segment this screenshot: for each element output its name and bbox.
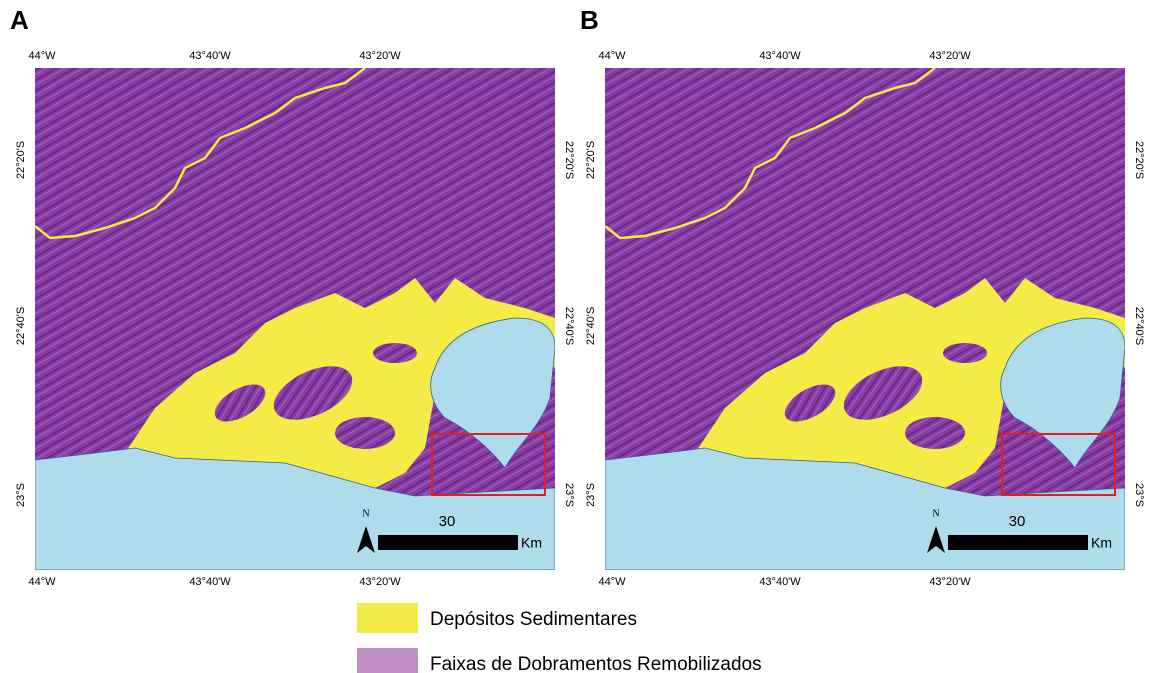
legend-label: Depósitos Sedimentares	[430, 609, 637, 630]
bottom-tick: 43°40'W	[189, 576, 231, 588]
right-tick: 22°20'S	[563, 141, 575, 179]
right-tick: 22°20'S	[1133, 141, 1145, 179]
top-tick: 43°20'W	[929, 50, 971, 62]
bottom-tick: 43°40'W	[759, 576, 801, 588]
left-tick: 22°20'S	[585, 141, 597, 179]
bottom-tick: 43°20'W	[359, 576, 401, 588]
legend-swatch	[357, 603, 418, 633]
right-tick: 22°40'S	[1133, 307, 1145, 345]
left-tick: 22°40'S	[15, 307, 27, 345]
scale-value: 30	[1009, 513, 1026, 530]
panel-label: A	[10, 5, 29, 35]
left-tick: 23°S	[15, 483, 27, 507]
right-tick: 23°S	[1133, 483, 1145, 507]
top-tick: 43°40'W	[189, 50, 231, 62]
left-tick: 22°40'S	[585, 307, 597, 345]
scale-value: 30	[439, 513, 456, 530]
right-tick: 22°40'S	[563, 307, 575, 345]
top-tick: 43°20'W	[359, 50, 401, 62]
legend-swatch	[357, 648, 418, 673]
scale-unit: Km	[521, 535, 542, 551]
bottom-tick: 43°20'W	[929, 576, 971, 588]
left-tick: 23°S	[585, 483, 597, 507]
bottom-tick: 44°W	[28, 576, 56, 588]
north-label: N	[362, 508, 369, 519]
panel-label: B	[580, 5, 599, 35]
figure: A 44°W 43°40'W 43°20'W 44°W 43°40'W 43°20'W 22°…	[0, 0, 1151, 673]
north-label: N	[932, 508, 939, 519]
left-tick: 22°20'S	[15, 141, 27, 179]
top-tick: 43°40'W	[759, 50, 801, 62]
top-tick: 44°W	[28, 50, 56, 62]
map-panel	[35, 68, 555, 570]
bottom-tick: 44°W	[598, 576, 626, 588]
legend-label: Faixas de Dobramentos Remobilizados	[430, 654, 762, 673]
map-panel	[605, 68, 1125, 570]
scale-unit: Km	[1091, 535, 1112, 551]
right-tick: 23°S	[563, 483, 575, 507]
top-tick: 44°W	[598, 50, 626, 62]
